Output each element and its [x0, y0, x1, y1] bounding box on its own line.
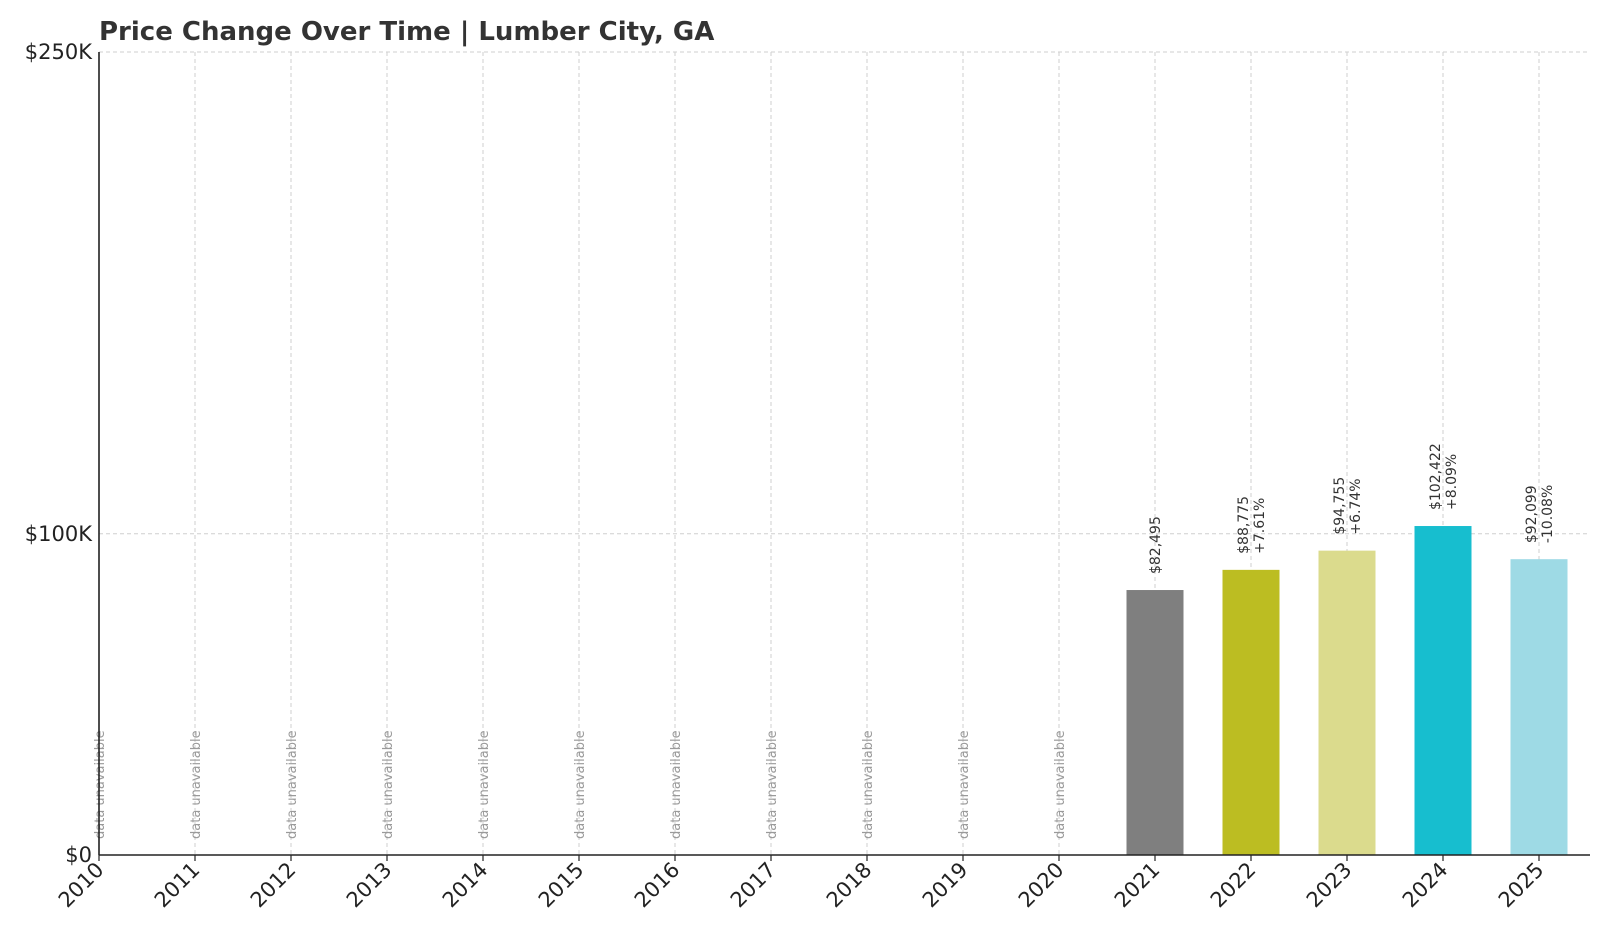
chart-title: Price Change Over Time | Lumber City, GA: [99, 17, 714, 47]
data-unavailable-label: data unavailable: [957, 730, 972, 839]
grid-lines: [99, 51, 1590, 855]
x-tick-labels: 2010 2011 2012 2013 2014 2015 2016 2017 2018 2019…: [54, 855, 1549, 912]
value-label-2025: $92,099: [1524, 485, 1540, 543]
x-tick-label-2016: 2016: [630, 858, 685, 913]
x-tick-label-2022: 2022: [1206, 858, 1261, 913]
x-tick-label-2024: 2024: [1398, 858, 1453, 913]
data-unavailable-label: data unavailable: [93, 730, 108, 839]
bar-2023: [1318, 550, 1376, 855]
data-unavailable-label: data unavailable: [1053, 730, 1068, 839]
x-tick-label-2023: 2023: [1302, 858, 1357, 913]
value-labels: $82,495 $88,775 +7.61% $94,755 +6.74% $102,42…: [1148, 443, 1556, 574]
change-label-2023: +6.74%: [1348, 478, 1364, 534]
data-unavailable-label: data unavailable: [861, 730, 876, 839]
x-tick-label-2012: 2012: [246, 858, 301, 913]
value-label-2024: $102,422: [1428, 443, 1444, 510]
bar-2021: [1126, 590, 1184, 855]
value-label-2021: $82,495: [1148, 516, 1164, 574]
change-label-2024: +8.09%: [1444, 454, 1460, 510]
y-tick-labels: $0 $100K $250K: [25, 40, 93, 867]
x-tick-label-2025: 2025: [1494, 858, 1549, 913]
unavailable-labels: data unavailable data unavailable data una…: [93, 730, 1068, 839]
data-unavailable-label: data unavailable: [573, 730, 588, 839]
x-tick-label-2019: 2019: [918, 858, 973, 913]
data-unavailable-label: data unavailable: [669, 730, 684, 839]
change-label-2025: -10.08%: [1540, 485, 1556, 543]
x-tick-label-2011: 2011: [150, 858, 205, 913]
x-tick-label-2020: 2020: [1014, 858, 1069, 913]
y-tick-label: $0: [65, 843, 92, 867]
change-label-2022: +7.61%: [1252, 498, 1268, 554]
data-unavailable-label: data unavailable: [189, 730, 204, 839]
bar-2024: [1414, 526, 1472, 855]
x-tick-label-2015: 2015: [534, 858, 589, 913]
x-tick-label-2013: 2013: [342, 858, 397, 913]
data-unavailable-label: data unavailable: [285, 730, 300, 839]
bar-2022: [1222, 569, 1280, 855]
y-tick-label: $100K: [25, 522, 93, 546]
data-unavailable-label: data unavailable: [381, 730, 396, 839]
x-tick-label-2021: 2021: [1110, 858, 1165, 913]
bars: [1126, 526, 1568, 855]
data-unavailable-label: data unavailable: [765, 730, 780, 839]
x-tick-label-2018: 2018: [822, 858, 877, 913]
x-tick-label-2017: 2017: [726, 858, 781, 913]
bar-2025: [1510, 559, 1568, 855]
value-label-2022: $88,775: [1236, 496, 1252, 554]
y-tick-label: $250K: [25, 40, 93, 64]
value-label-2023: $94,755: [1332, 477, 1348, 535]
x-tick-label-2014: 2014: [438, 858, 493, 913]
data-unavailable-label: data unavailable: [477, 730, 492, 839]
